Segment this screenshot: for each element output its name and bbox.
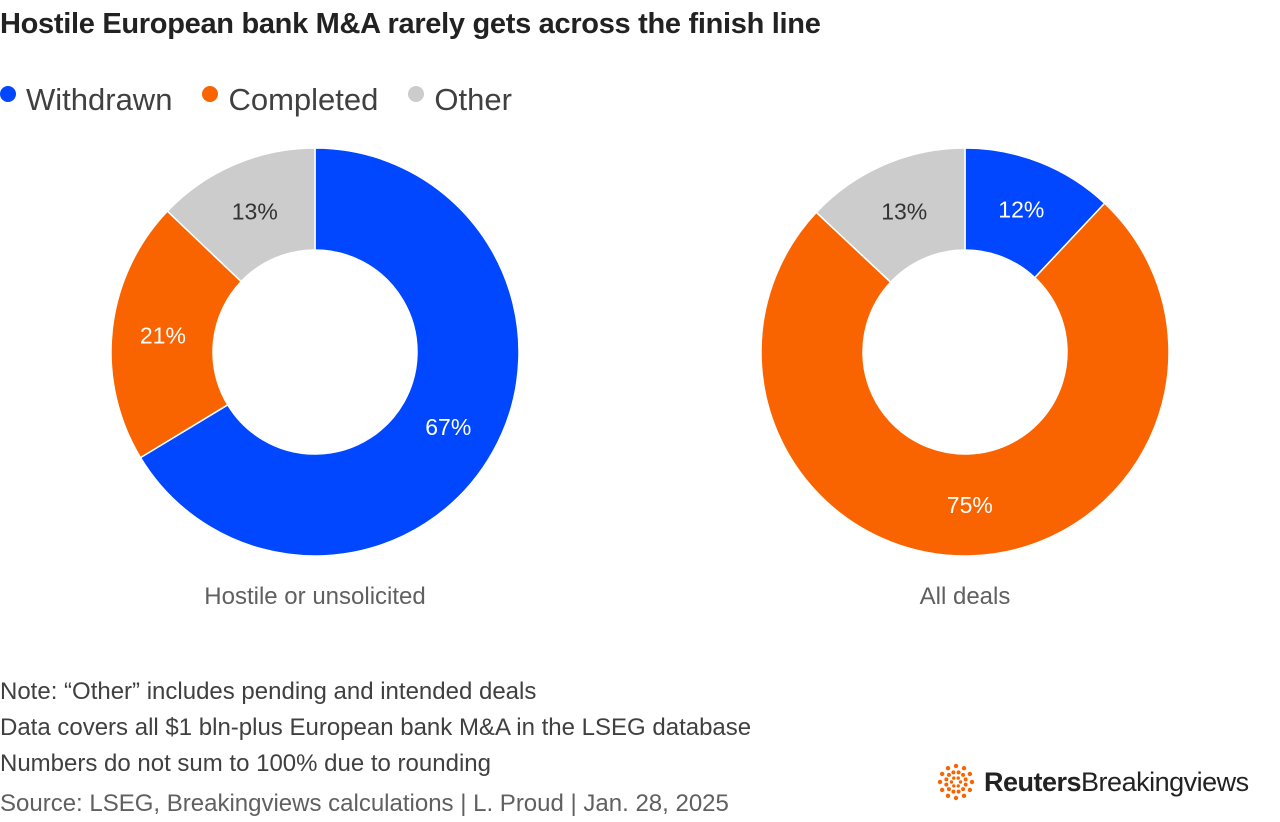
slice-label-withdrawn-chart-1: 67% — [425, 414, 471, 440]
brand-primary: Reuters — [984, 766, 1082, 797]
slice-withdrawn-chart-1 — [139, 147, 520, 557]
slice-label-other-chart-1: 13% — [232, 198, 278, 224]
legend-label-other: Other — [434, 82, 512, 117]
slice-completed-chart-1 — [110, 210, 243, 459]
donut-chart-1: 67% 21% 13% Hostile or unsolicited — [110, 147, 520, 610]
legend-label-withdrawn: Withdrawn — [26, 82, 173, 117]
note-line-other: Note: “Other” includes pending and inten… — [0, 678, 537, 705]
chart-sublabel-1: Hostile or unsolicited — [204, 583, 425, 610]
slice-completed-chart-2 — [760, 202, 1170, 557]
chart-title: Hostile European bank M&A rarely gets ac… — [0, 8, 821, 40]
slice-label-completed-chart-2: 75% — [947, 492, 993, 518]
note-line-rounding: Numbers do not sum to 100% due to roundi… — [0, 750, 491, 777]
brand-secondary: Breakingviews — [1081, 766, 1249, 797]
slice-label-other-chart-2: 13% — [881, 199, 927, 225]
brand-name: ReutersBreakingviews — [984, 767, 1249, 798]
legend-swatch-completed — [202, 86, 219, 102]
brand-logo: ReutersBreakingviews — [936, 762, 1249, 802]
legend-swatch-withdrawn — [0, 86, 16, 102]
legend-item-completed: Completed — [202, 82, 378, 118]
chart-notes: Note: “Other” includes pending and inten… — [0, 674, 751, 782]
chart-legend: Withdrawn Completed Other — [0, 82, 542, 118]
note-line-coverage: Data covers all $1 bln-plus European ban… — [0, 714, 752, 741]
legend-item-withdrawn: Withdrawn — [0, 82, 172, 118]
donut-chart-2: 12% 75% 13% All deals — [760, 147, 1170, 610]
slice-label-completed-chart-1: 21% — [140, 322, 186, 348]
chart-source: Source: LSEG, Breakingviews calculations… — [0, 790, 729, 817]
legend-item-other: Other — [408, 82, 512, 118]
slice-label-withdrawn-chart-2: 12% — [998, 197, 1044, 223]
slice-other-chart-2 — [815, 147, 966, 284]
chart-sublabel-2: All deals — [920, 583, 1011, 610]
legend-label-completed: Completed — [228, 82, 379, 117]
donut-charts: 67% 21% 13% Hostile or unsolicited 12% 75% 13%… — [110, 147, 1170, 610]
slice-other-chart-1 — [166, 147, 316, 283]
legend-swatch-other — [408, 86, 425, 102]
reuters-dot-logo-icon — [937, 763, 975, 801]
